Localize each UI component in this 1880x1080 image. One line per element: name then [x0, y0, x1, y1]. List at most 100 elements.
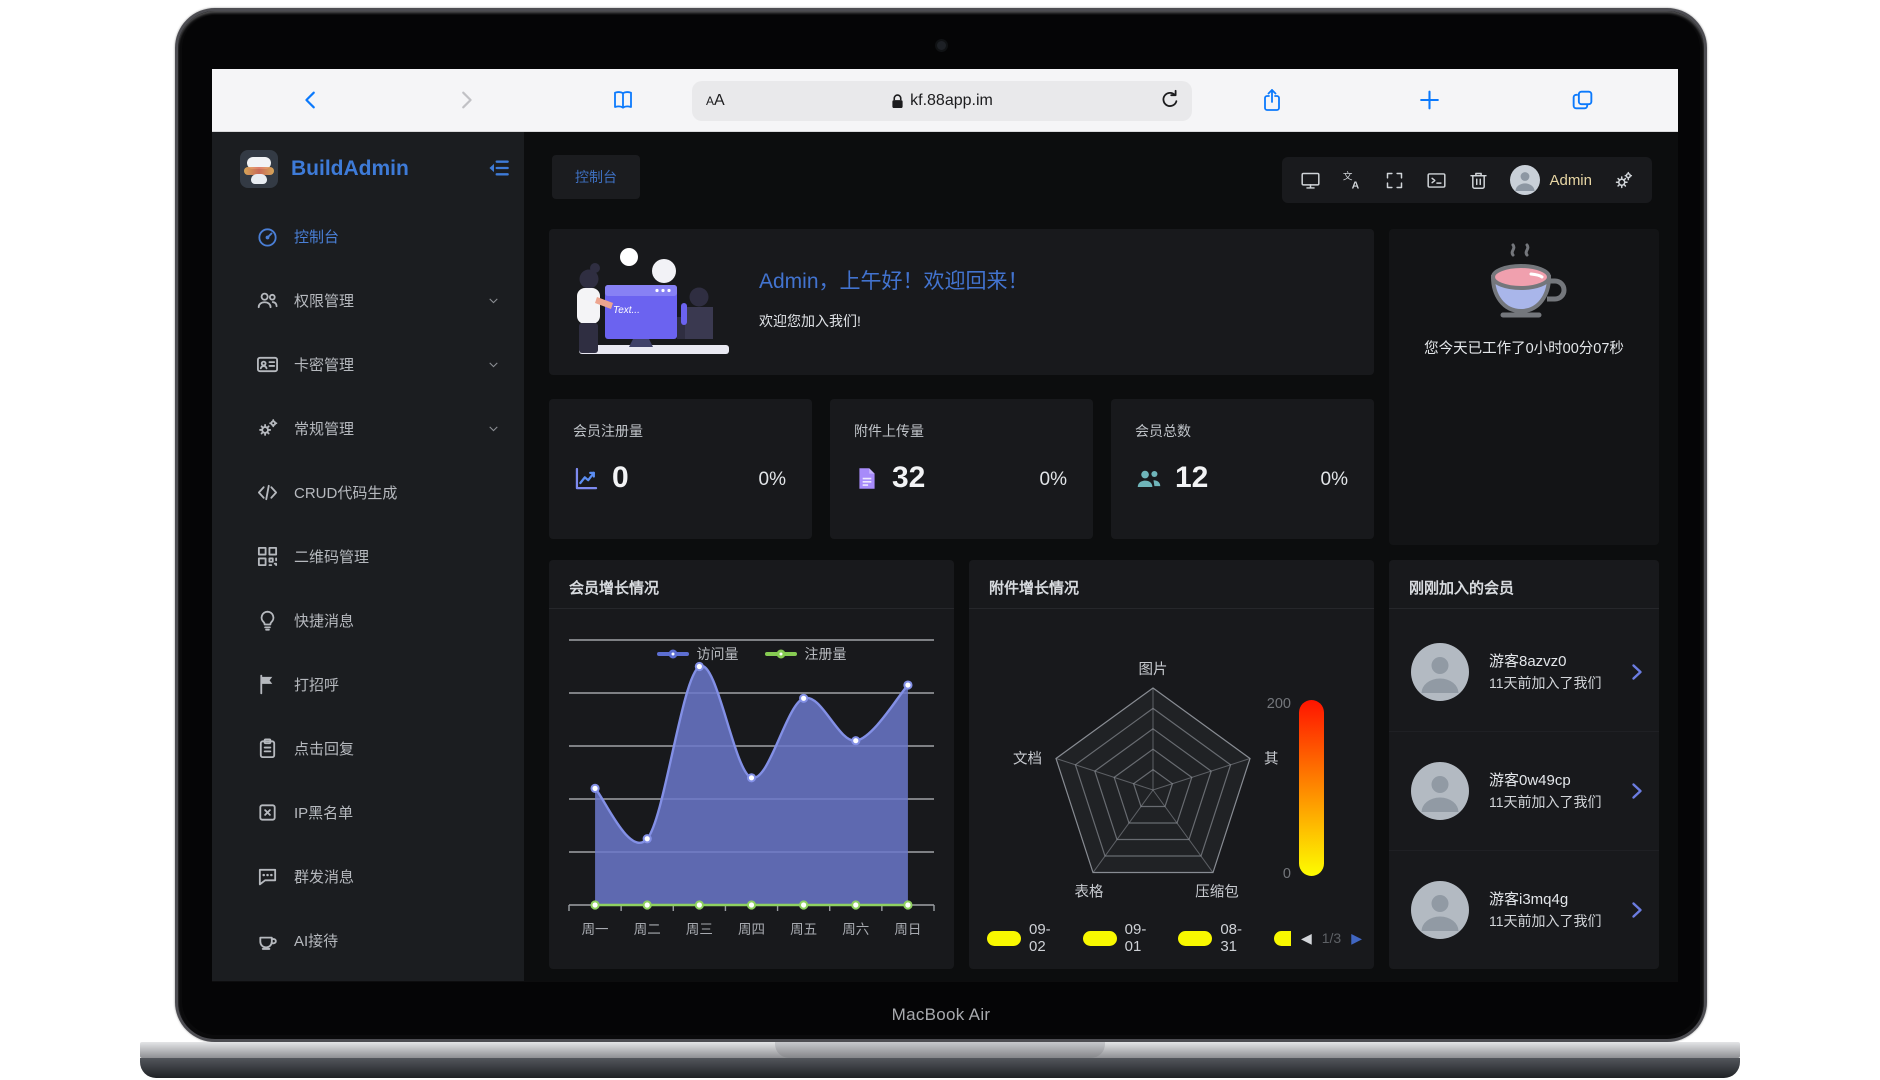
sidebar-item-click-reply[interactable]: 点击回复	[212, 716, 524, 780]
screen-text: Text...	[613, 305, 640, 316]
chevron-left-icon	[305, 91, 315, 109]
legend-pill-08-31[interactable]	[1178, 930, 1213, 946]
line-chart-icon	[575, 467, 598, 489]
chevron-right-icon	[1632, 902, 1642, 918]
lock-icon	[892, 93, 903, 108]
code-icon	[257, 484, 278, 500]
coffee-cup-icon	[1490, 243, 1567, 318]
worktime-card: 您今天已工作了0小时00分07秒	[1389, 229, 1659, 545]
svg-text:A: A	[1352, 179, 1360, 191]
member-joined: 11天前加入了我们	[1489, 794, 1602, 810]
sidebar-item-qrcode[interactable]: 二维码管理	[212, 524, 524, 588]
sidebar-nav: 控制台 权限管理 卡密管理	[212, 204, 524, 972]
sidebar-item-ai-reception[interactable]: AI接待	[212, 908, 524, 972]
sidebar-item-quick-message[interactable]: 快捷消息	[212, 588, 524, 652]
terminal-button[interactable]	[1426, 170, 1447, 191]
sidebar: BuildAdmin 控制台	[212, 132, 524, 981]
tab-dashboard[interactable]: 控制台	[552, 155, 640, 199]
message-icon	[258, 868, 277, 885]
member-name: 游客i3mq4g	[1489, 891, 1569, 908]
translate-icon: 文A	[1343, 170, 1360, 191]
chevron-down-icon	[489, 297, 498, 303]
brand: BuildAdmin	[240, 146, 510, 192]
laptop-hinge	[140, 1042, 1740, 1058]
member-growth-card: 会员增长情况 周一 周二 周三 周四 周五 周六 周日 访问量 注册量	[549, 560, 954, 969]
sidebar-item-card-keys[interactable]: 卡密管理	[212, 332, 524, 396]
member-item[interactable]: 游客8azvz0 11天前加入了我们	[1389, 612, 1659, 731]
sidebar-item-permissions[interactable]: 权限管理	[212, 268, 524, 332]
stat-percent: 0%	[758, 469, 786, 490]
stat-value: 0	[612, 461, 629, 494]
member-growth-svg: 周一 周二 周三 周四 周五 周六 周日	[568, 639, 935, 937]
avatar	[1510, 165, 1541, 195]
macbook-label: MacBook Air	[891, 1005, 991, 1024]
forward-button[interactable]	[455, 89, 477, 111]
plus-icon	[1420, 90, 1439, 110]
sidebar-item-greeting[interactable]: 打招呼	[212, 652, 524, 716]
legend-pill-09-01[interactable]	[1082, 930, 1117, 946]
monitor-icon	[1301, 172, 1321, 189]
welcome-greeting: Admin，上午好！欢迎回来！	[759, 270, 1029, 293]
sidebar-item-crud[interactable]: CRUD代码生成	[212, 460, 524, 524]
sidebar-collapse-button[interactable]	[488, 158, 510, 181]
sidebar-item-broadcast[interactable]: 群发消息	[212, 844, 524, 908]
svg-text:周二: 周二	[634, 922, 661, 937]
member-avatar	[1411, 762, 1469, 820]
gears-icon	[259, 418, 278, 436]
tabs-overview-button[interactable]	[1570, 88, 1595, 113]
member-item[interactable]: 游客0w49cp 11天前加入了我们	[1389, 731, 1659, 850]
sidebar-item-ip-blacklist[interactable]: IP黑名单	[212, 780, 524, 844]
member-avatar	[1411, 642, 1469, 701]
share-icon	[1264, 89, 1280, 111]
chart-title: 附件增长情况	[989, 580, 1080, 597]
legend-marker-blue	[656, 649, 689, 659]
lightbulb-icon	[260, 610, 275, 631]
bookmarks-button[interactable]	[610, 88, 636, 112]
buildadmin-logo[interactable]	[240, 150, 278, 188]
legend-pill-09-02[interactable]	[987, 930, 1021, 946]
stat-value: 32	[892, 461, 926, 494]
stats-row: 会员注册量 0 0% 附件上传量	[549, 399, 1374, 539]
back-button[interactable]	[300, 89, 322, 111]
legend-visits[interactable]: 访问量	[656, 644, 739, 664]
member-item[interactable]: 游客i3mq4g 11天前加入了我们	[1389, 850, 1659, 969]
stat-card-uploads: 附件上传量 32 0%	[830, 399, 1093, 539]
legend-pill-truncated[interactable]	[1273, 930, 1291, 946]
new-tab-button[interactable]	[1417, 88, 1442, 113]
chevron-right-icon	[462, 91, 472, 109]
legend-page: 1/3	[1321, 930, 1342, 946]
trash-button[interactable]	[1468, 170, 1489, 191]
cache-clean-button[interactable]	[1300, 170, 1321, 191]
share-button[interactable]	[1260, 87, 1284, 113]
sidebar-item-dashboard[interactable]: 控制台	[212, 204, 524, 268]
flag-icon	[260, 674, 273, 694]
legend-next-button[interactable]: ▶	[1351, 929, 1362, 946]
sidebar-item-general[interactable]: 常规管理	[212, 396, 524, 460]
svg-text:周日: 周日	[894, 922, 921, 937]
svg-text:图片: 图片	[1139, 661, 1168, 678]
member-joined: 11天前加入了我们	[1489, 913, 1602, 929]
recent-members-card: 刚刚加入的会员 游客8azvz0 11天前加入了我们	[1389, 560, 1659, 969]
username: Admin	[1549, 171, 1592, 189]
settings-button[interactable]	[1613, 170, 1634, 191]
refresh-button[interactable]	[1158, 88, 1182, 115]
svg-text:压缩包: 压缩包	[1195, 884, 1239, 901]
fullscreen-button[interactable]	[1384, 170, 1405, 191]
svg-text:其: 其	[1264, 750, 1279, 767]
terminal-icon	[1427, 172, 1447, 188]
chevron-down-icon	[489, 425, 498, 431]
webcam-dot	[937, 41, 946, 50]
user-menu[interactable]: Admin	[1510, 165, 1592, 195]
welcome-illustration: Text...	[577, 248, 729, 354]
legend-registrations[interactable]: 注册量	[764, 644, 847, 664]
brand-title: BuildAdmin	[291, 157, 409, 180]
gear-icon	[1615, 171, 1633, 188]
collapse-menu-icon	[489, 159, 509, 176]
legend-prev-button[interactable]: ◀	[1300, 929, 1312, 946]
